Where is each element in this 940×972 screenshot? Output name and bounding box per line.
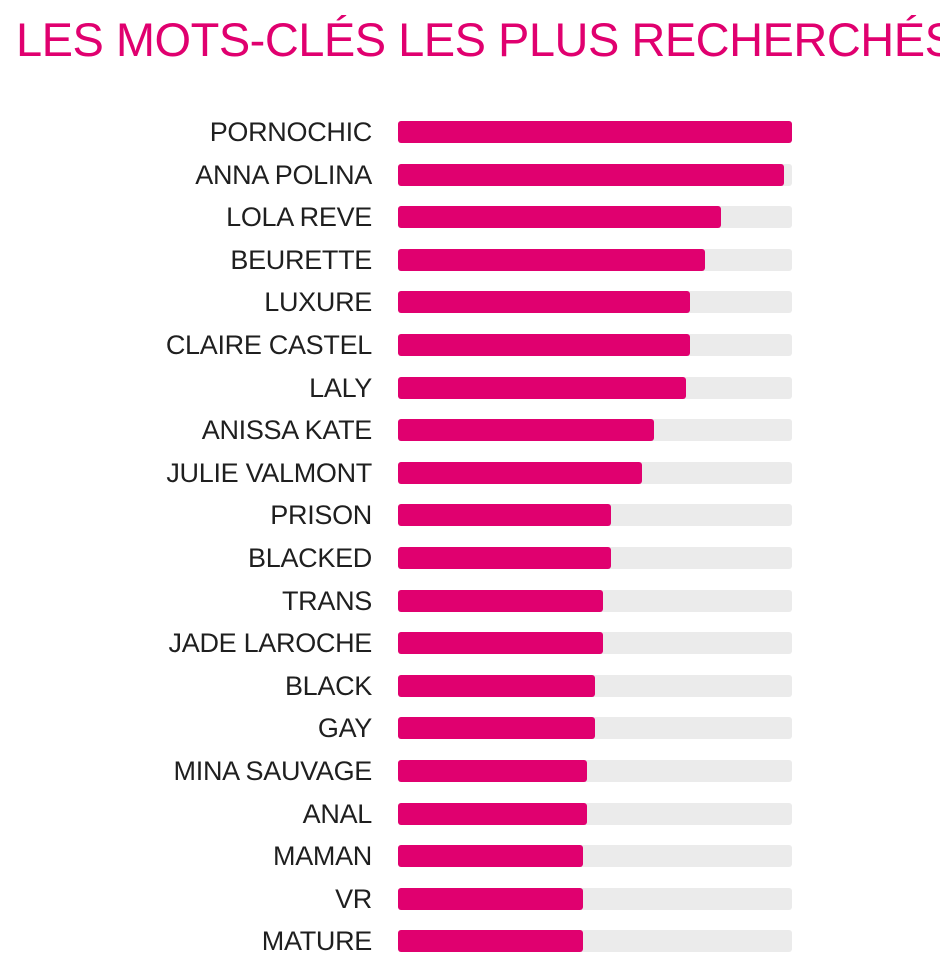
category-label: BLACK (284, 670, 372, 701)
bar-track (398, 376, 792, 399)
category-label: PORNOCHIC (209, 117, 373, 147)
category-label: LUXURE (264, 287, 372, 318)
bar-track (398, 674, 792, 697)
bar-track (398, 547, 792, 569)
category-label: MATURE (261, 926, 373, 957)
bar (398, 632, 603, 655)
bar-track (398, 248, 792, 271)
category-label: PRISON (270, 500, 372, 531)
bar (398, 930, 584, 953)
category-label: ANNA POLINA (195, 159, 372, 190)
bar (398, 376, 686, 399)
category-label: MINA SAUVAGE (173, 756, 373, 786)
bar (398, 504, 611, 527)
bar-track (398, 291, 792, 314)
bar-track (398, 334, 792, 356)
bar (398, 887, 584, 910)
chart-title: LES MOTS-CLÉS LES PLUS RECHERCHÉS (16, 13, 940, 66)
category-label: VR (335, 883, 372, 914)
category-label: ANISSA KATE (201, 415, 373, 446)
category-label: TRANS (281, 585, 372, 616)
bar-track (398, 163, 792, 186)
bar-track (398, 760, 792, 782)
bar (398, 163, 785, 186)
bar (398, 547, 611, 569)
bar (398, 334, 690, 356)
bar-track (398, 589, 792, 612)
bar-track (398, 121, 792, 143)
bar-track (398, 845, 792, 868)
bar-track (398, 930, 792, 953)
bar (398, 419, 655, 442)
bar (398, 291, 690, 314)
bar (398, 760, 588, 782)
bar (398, 674, 595, 697)
bar-track (398, 887, 792, 910)
bar-track (398, 504, 792, 527)
category-label: BEURETTE (230, 244, 372, 275)
category-label: GAY (317, 713, 372, 744)
bar (398, 248, 706, 271)
bar-track (398, 206, 792, 229)
category-label: CLAIRE CASTEL (165, 330, 372, 360)
category-label: LOLA REVE (226, 202, 372, 233)
category-label: BLACKED (248, 543, 372, 573)
bar (398, 717, 595, 740)
bar (398, 121, 792, 143)
category-label: LALY (309, 372, 372, 403)
bar-track (398, 717, 792, 740)
category-label: MAMAN (273, 841, 372, 872)
bar-track (398, 802, 792, 825)
bar (398, 461, 643, 484)
bar (398, 845, 584, 868)
bar (398, 589, 603, 612)
bar-track (398, 419, 792, 442)
bar-track (398, 632, 792, 655)
category-label: JULIE VALMONT (166, 457, 372, 488)
bar (398, 802, 588, 825)
category-label: JADE LAROCHE (168, 628, 373, 659)
bar (398, 206, 722, 229)
bar-track (398, 461, 792, 484)
category-label: ANAL (302, 798, 373, 829)
